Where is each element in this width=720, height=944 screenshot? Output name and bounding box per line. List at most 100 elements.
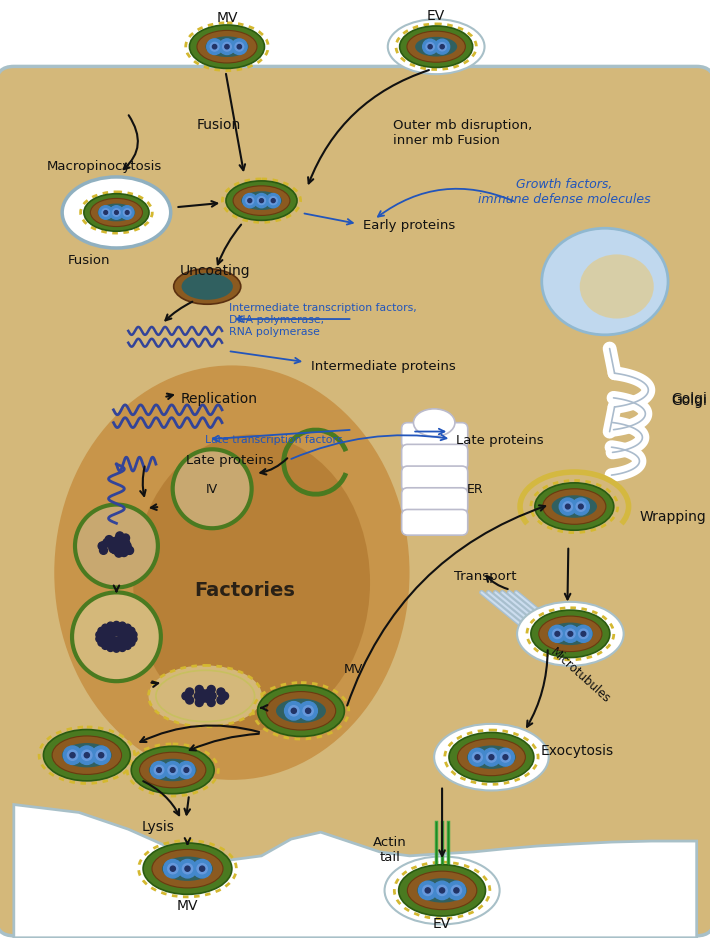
- Circle shape: [576, 502, 585, 512]
- FancyBboxPatch shape: [402, 423, 468, 448]
- Circle shape: [115, 638, 122, 645]
- Circle shape: [105, 640, 112, 648]
- Circle shape: [210, 43, 219, 52]
- Circle shape: [115, 630, 122, 636]
- Circle shape: [549, 626, 566, 643]
- Circle shape: [111, 638, 118, 645]
- Circle shape: [117, 626, 125, 632]
- Circle shape: [428, 45, 432, 50]
- Circle shape: [126, 547, 134, 555]
- Circle shape: [68, 750, 78, 761]
- Circle shape: [454, 888, 459, 893]
- Circle shape: [119, 548, 127, 556]
- Ellipse shape: [233, 187, 290, 216]
- FancyBboxPatch shape: [0, 67, 714, 936]
- Circle shape: [220, 692, 228, 700]
- Text: Outer mb disruption,
inner mb Fusion: Outer mb disruption, inner mb Fusion: [392, 118, 532, 146]
- Circle shape: [186, 697, 194, 704]
- Circle shape: [435, 41, 450, 55]
- Text: MV: MV: [216, 11, 238, 25]
- Circle shape: [185, 867, 190, 871]
- Circle shape: [99, 752, 104, 758]
- Circle shape: [482, 749, 500, 767]
- Circle shape: [99, 543, 107, 550]
- Circle shape: [119, 645, 126, 651]
- Circle shape: [572, 498, 590, 515]
- Circle shape: [243, 194, 257, 209]
- Circle shape: [182, 864, 193, 874]
- Circle shape: [271, 199, 275, 203]
- Circle shape: [568, 632, 572, 636]
- Circle shape: [113, 638, 120, 645]
- Circle shape: [107, 645, 114, 651]
- Circle shape: [117, 642, 125, 649]
- Text: Fusion: Fusion: [197, 118, 241, 131]
- Ellipse shape: [400, 27, 472, 68]
- Text: Lysis: Lysis: [141, 819, 174, 834]
- Ellipse shape: [43, 730, 130, 781]
- Ellipse shape: [541, 229, 668, 335]
- Circle shape: [104, 211, 107, 215]
- Text: Golgi: Golgi: [671, 392, 707, 406]
- Circle shape: [489, 755, 494, 760]
- Ellipse shape: [143, 843, 232, 894]
- FancyBboxPatch shape: [402, 445, 468, 470]
- Circle shape: [120, 634, 126, 641]
- Circle shape: [113, 625, 120, 632]
- Circle shape: [128, 628, 135, 634]
- Circle shape: [123, 210, 131, 217]
- Circle shape: [107, 636, 114, 643]
- Text: Factories: Factories: [194, 581, 295, 599]
- Circle shape: [126, 547, 133, 555]
- Ellipse shape: [407, 32, 465, 63]
- FancyBboxPatch shape: [402, 510, 468, 535]
- Circle shape: [292, 709, 297, 714]
- Circle shape: [113, 630, 120, 636]
- Ellipse shape: [241, 192, 282, 211]
- Text: EV: EV: [427, 9, 445, 23]
- FancyBboxPatch shape: [402, 488, 468, 514]
- Ellipse shape: [517, 602, 624, 666]
- Circle shape: [579, 630, 588, 639]
- Circle shape: [150, 762, 168, 779]
- Ellipse shape: [152, 850, 223, 888]
- Circle shape: [500, 752, 510, 763]
- Text: Late proteins: Late proteins: [186, 453, 273, 466]
- Circle shape: [96, 635, 103, 643]
- Ellipse shape: [62, 743, 112, 767]
- Circle shape: [124, 643, 131, 649]
- Circle shape: [163, 860, 182, 878]
- Circle shape: [194, 692, 202, 700]
- Text: Macropinocytosis: Macropinocytosis: [46, 160, 161, 173]
- Circle shape: [116, 532, 124, 540]
- Circle shape: [566, 630, 575, 639]
- Circle shape: [171, 767, 175, 772]
- Ellipse shape: [552, 496, 597, 518]
- Ellipse shape: [174, 269, 240, 305]
- Circle shape: [102, 210, 109, 217]
- Circle shape: [101, 635, 107, 642]
- Text: Microtubules: Microtubules: [548, 645, 613, 705]
- Ellipse shape: [62, 177, 171, 248]
- Circle shape: [120, 549, 128, 557]
- Circle shape: [199, 695, 207, 702]
- Circle shape: [472, 752, 482, 763]
- Ellipse shape: [189, 25, 264, 69]
- Ellipse shape: [449, 733, 534, 782]
- Circle shape: [105, 536, 113, 544]
- Circle shape: [114, 549, 122, 557]
- Ellipse shape: [434, 724, 549, 791]
- Ellipse shape: [417, 878, 467, 902]
- Circle shape: [418, 881, 437, 900]
- Ellipse shape: [131, 747, 214, 794]
- Circle shape: [184, 767, 189, 772]
- Circle shape: [207, 694, 215, 701]
- Circle shape: [102, 630, 109, 636]
- Circle shape: [235, 43, 243, 52]
- Circle shape: [123, 539, 131, 547]
- Circle shape: [208, 692, 216, 700]
- Circle shape: [121, 535, 129, 543]
- Circle shape: [217, 688, 225, 696]
- Circle shape: [232, 40, 247, 56]
- Circle shape: [204, 695, 212, 702]
